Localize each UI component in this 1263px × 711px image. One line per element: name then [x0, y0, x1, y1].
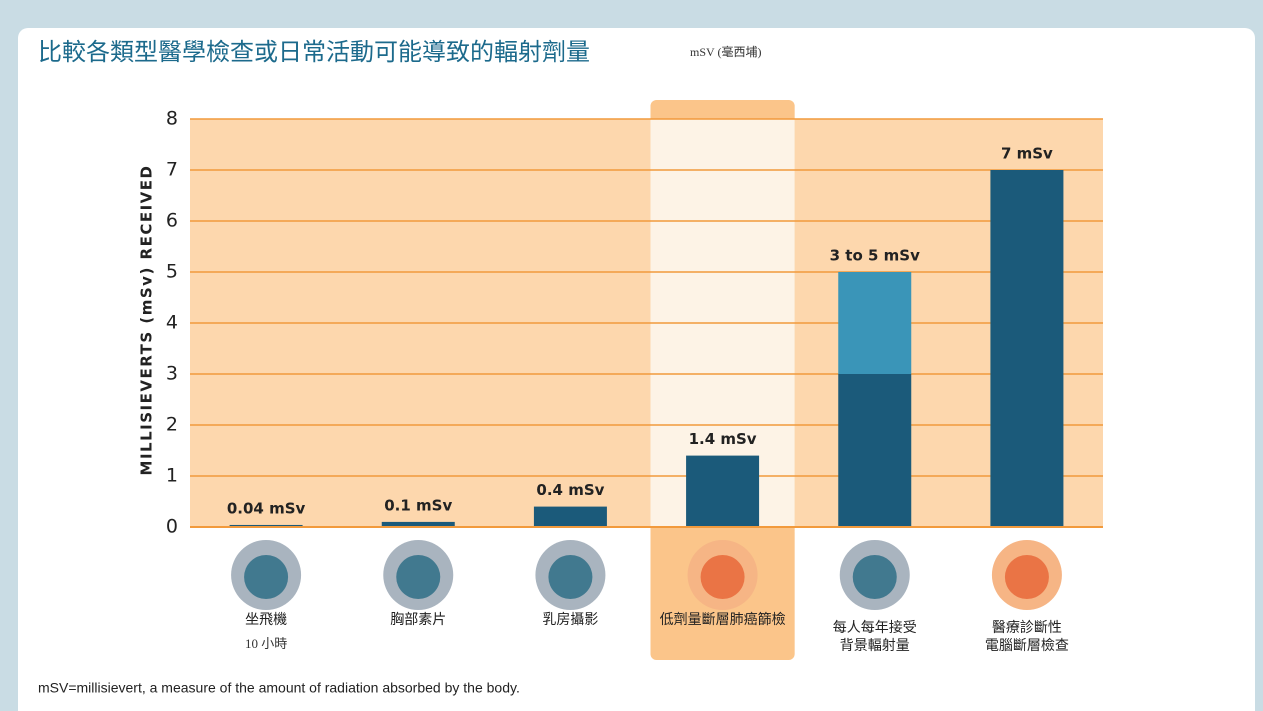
x-tick-label: 乳房攝影 [542, 612, 598, 628]
y-tick-label: 3 [166, 363, 178, 385]
category-icon-inner [700, 555, 745, 599]
x-tick-sublabel: 10 小時 [245, 636, 287, 651]
data-label: 7 mSv [1001, 145, 1053, 163]
bar [990, 170, 1064, 527]
category-icon-inner [548, 555, 593, 599]
category-icon-inner [244, 555, 289, 599]
bar [533, 506, 607, 527]
y-tick-label: 4 [166, 312, 178, 334]
x-tick-label: 背景輻射量 [840, 638, 910, 654]
y-tick-label: 1 [166, 465, 178, 487]
y-tick-label: 7 [166, 159, 178, 181]
y-tick-label: 0 [166, 516, 178, 538]
y-axis-label: MILLISIEVERTS (mSv) RECEIVED [138, 165, 156, 476]
x-tick-label: 胸部素片 [390, 612, 446, 628]
x-tick-label: 醫療診斷性 [992, 619, 1062, 636]
category-icon-inner [852, 555, 897, 599]
footnote: mSV=millisievert, a measure of the amoun… [38, 680, 520, 696]
x-tick-label: 坐飛機 [245, 612, 287, 628]
data-label: 0.04 mSv [227, 499, 306, 517]
y-tick-label: 6 [166, 210, 178, 232]
data-label: 1.4 mSv [689, 430, 757, 448]
data-label: 0.4 mSv [536, 481, 604, 499]
x-tick-label: 低劑量斷層肺癌篩檢 [660, 611, 786, 628]
data-label: 3 to 5 mSv [830, 247, 920, 265]
y-tick-label: 8 [166, 108, 178, 130]
bar [838, 374, 912, 527]
bar [381, 521, 455, 527]
category-icon-inner [1004, 555, 1049, 599]
category-icon-inner [396, 555, 441, 599]
bar [229, 524, 303, 527]
y-tick-label: 5 [166, 261, 178, 283]
data-label: 0.1 mSv [384, 496, 452, 514]
x-tick-label: 每人每年接受 [833, 619, 917, 636]
y-tick-label: 2 [166, 414, 178, 436]
chart-title: 比較各類型醫學檢查或日常活動可能導致的輻射劑量 [38, 38, 590, 66]
x-tick-label: 電腦斷層檢查 [985, 637, 1069, 654]
chart-subtitle: mSV (毫西埔) [690, 44, 761, 59]
bar [686, 455, 760, 527]
bar-upper [838, 272, 912, 374]
